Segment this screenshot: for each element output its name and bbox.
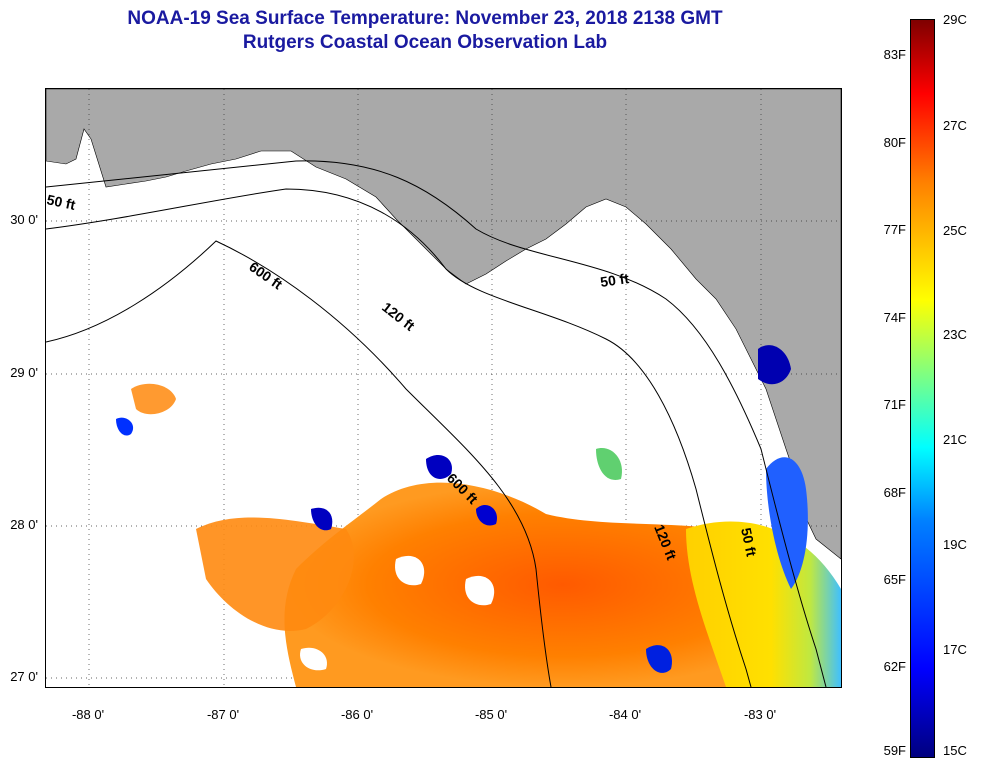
colorbar-c-label: 17C (943, 642, 967, 657)
sst-map: 50 ft 120 ft 600 ft 600 ft 120 ft 50 ft … (45, 88, 842, 688)
lat-tick-label: 30 0' (10, 212, 38, 227)
lat-tick-label: 27 0' (10, 669, 38, 684)
colorbar-f-label: 74F (883, 310, 906, 325)
lon-tick-label: -84 0' (608, 707, 642, 722)
colorbar-f-label: 65F (883, 572, 906, 587)
contour-label: 50 ft (599, 270, 630, 290)
temperature-colorbar (910, 19, 935, 758)
sst-field (116, 345, 841, 687)
contour-label: 600 ft (246, 258, 285, 292)
lon-tick-label: -87 0' (206, 707, 240, 722)
lon-tick-label: -85 0' (474, 707, 508, 722)
colorbar-c-label: 23C (943, 327, 967, 342)
colorbar-c-label: 19C (943, 537, 967, 552)
contour-label: 50 ft (738, 526, 760, 558)
colorbar-f-label: 83F (883, 47, 906, 62)
colorbar-f-label: 80F (883, 135, 906, 150)
lon-tick-label: -86 0' (340, 707, 374, 722)
colorbar-f-label: 62F (883, 659, 906, 674)
map-subtitle: Rutgers Coastal Ocean Observation Lab (242, 32, 608, 53)
colorbar-f-label: 77F (883, 222, 906, 237)
colorbar-c-label: 25C (943, 223, 967, 238)
contour-label: 50 ft (46, 191, 77, 213)
colorbar-f-label: 68F (883, 485, 906, 500)
lon-tick-label: -83 0' (743, 707, 777, 722)
lat-tick-label: 29 0' (10, 365, 38, 380)
colorbar-c-label: 27C (943, 118, 967, 133)
lon-tick-label: -88 0' (71, 707, 105, 722)
colorbar-f-label: 59F (883, 743, 906, 758)
lat-tick-label: 28 0' (10, 517, 38, 532)
colorbar-f-label: 71F (883, 397, 906, 412)
colorbar-c-label: 29C (943, 12, 967, 27)
colorbar-c-label: 15C (943, 743, 967, 758)
map-title: NOAA-19 Sea Surface Temperature: Novembe… (127, 8, 723, 29)
colorbar-c-label: 21C (943, 432, 967, 447)
land-mass (46, 89, 841, 560)
contour-label: 120 ft (379, 299, 418, 334)
